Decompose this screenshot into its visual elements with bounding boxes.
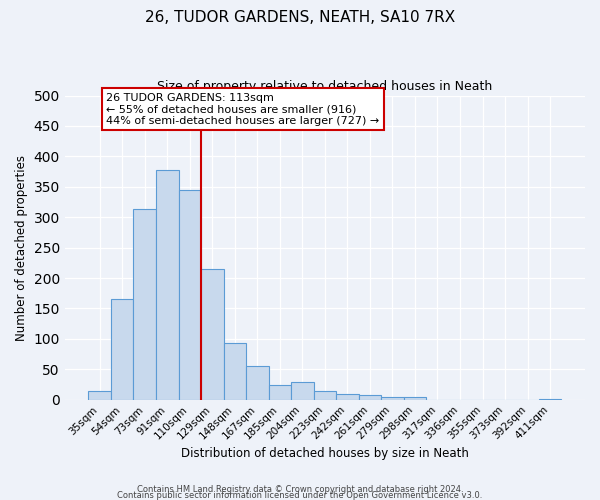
Bar: [359, 395, 381, 400]
Bar: [133, 210, 156, 400]
Text: Contains public sector information licensed under the Open Government Licence v3: Contains public sector information licen…: [118, 490, 482, 500]
Bar: [291, 382, 314, 400]
Bar: [201, 269, 224, 400]
Y-axis label: Number of detached properties: Number of detached properties: [15, 154, 28, 340]
Bar: [539, 398, 562, 400]
Title: Size of property relative to detached houses in Neath: Size of property relative to detached ho…: [157, 80, 493, 93]
Bar: [269, 384, 291, 400]
Bar: [314, 390, 336, 400]
Bar: [88, 390, 111, 400]
Bar: [404, 396, 426, 400]
Bar: [381, 396, 404, 400]
Bar: [336, 394, 359, 400]
Text: 26 TUDOR GARDENS: 113sqm
← 55% of detached houses are smaller (916)
44% of semi-: 26 TUDOR GARDENS: 113sqm ← 55% of detach…: [106, 92, 380, 126]
Text: 26, TUDOR GARDENS, NEATH, SA10 7RX: 26, TUDOR GARDENS, NEATH, SA10 7RX: [145, 10, 455, 25]
Bar: [156, 170, 179, 400]
Bar: [224, 343, 246, 400]
Bar: [246, 366, 269, 400]
Text: Contains HM Land Registry data © Crown copyright and database right 2024.: Contains HM Land Registry data © Crown c…: [137, 484, 463, 494]
X-axis label: Distribution of detached houses by size in Neath: Distribution of detached houses by size …: [181, 447, 469, 460]
Bar: [179, 190, 201, 400]
Bar: [111, 300, 133, 400]
